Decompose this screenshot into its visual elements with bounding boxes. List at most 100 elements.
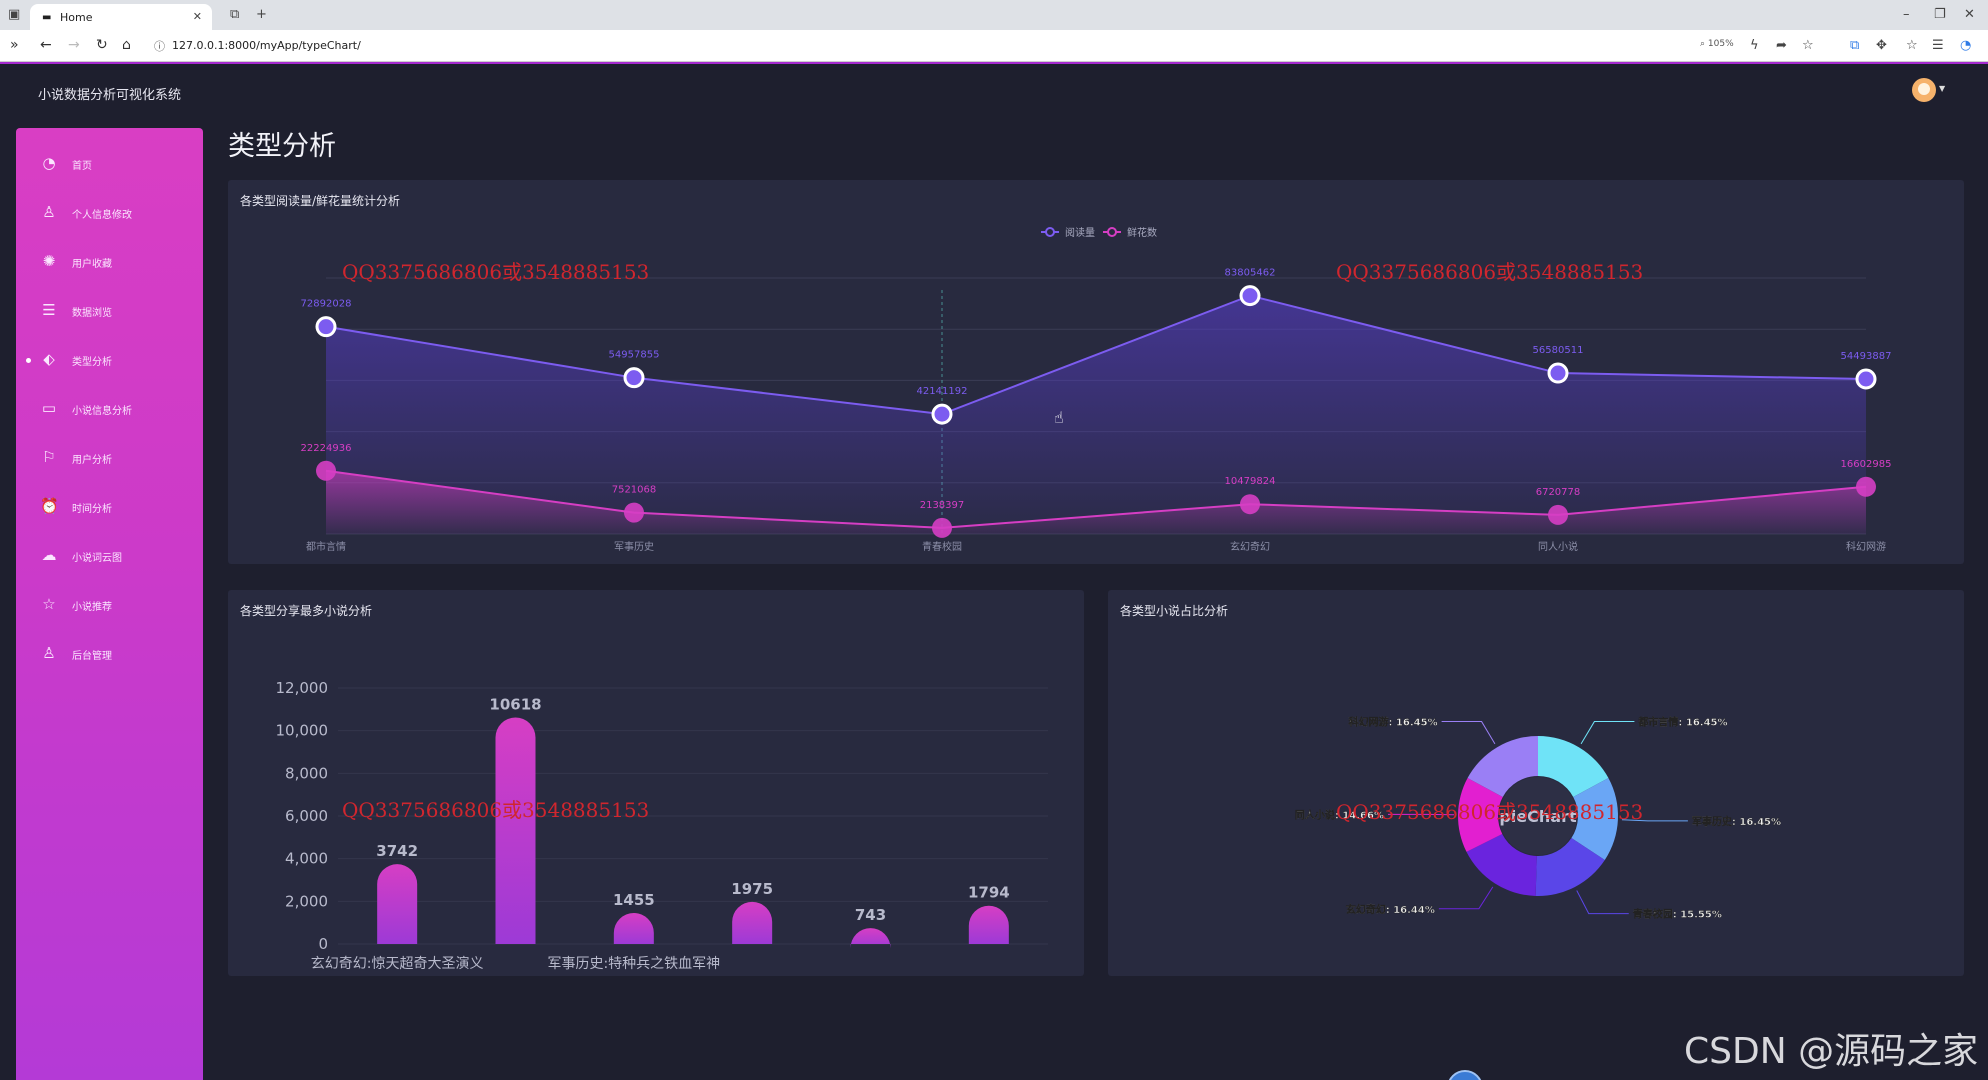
x-tick-label: 玄幻奇幻 bbox=[1230, 540, 1270, 553]
back-icon[interactable]: ← bbox=[40, 37, 52, 53]
tab-favicon-icon: ▬ bbox=[42, 12, 52, 23]
data-label: 54957855 bbox=[609, 350, 660, 361]
pie-label: 科幻网游: 16.45% bbox=[1348, 716, 1437, 729]
browser-tab[interactable]: ▬ Home ✕ bbox=[30, 4, 212, 30]
favorite-icon[interactable]: ☆ bbox=[1802, 38, 1814, 53]
data-point bbox=[1240, 494, 1260, 515]
new-tab-icon[interactable]: + bbox=[256, 7, 267, 22]
window-close-icon[interactable]: ✕ bbox=[1964, 7, 1975, 22]
series-line bbox=[325, 469, 1867, 529]
y-tick-label: 6,000 bbox=[285, 807, 328, 825]
data-point bbox=[932, 517, 952, 538]
zoom-indicator[interactable]: ⌕ 105% bbox=[1700, 39, 1734, 49]
hand-cursor-icon: ☝ bbox=[1054, 408, 1064, 427]
x-tick-label: 科幻网游 bbox=[1846, 540, 1886, 553]
sidebar-item-favorites[interactable]: ✺ 用户收藏 bbox=[16, 242, 203, 282]
sidebar-item-profile[interactable]: ♙ 个人信息修改 bbox=[16, 193, 203, 233]
sidebar-item-home[interactable]: ◔ 首页 bbox=[16, 144, 203, 184]
bar bbox=[968, 905, 1009, 944]
sidebar-item-recommend[interactable]: ☆ 小说推荐 bbox=[16, 585, 203, 625]
home-icon[interactable]: ⌂ bbox=[122, 37, 131, 53]
y-tick-label: 8,000 bbox=[285, 764, 328, 782]
app-title: 小说数据分析可视化系统 bbox=[38, 88, 182, 103]
sidebar-item-label: 数据浏览 bbox=[72, 308, 112, 319]
pie-slice bbox=[1467, 736, 1538, 798]
tab-actions-icon[interactable]: ⧉ bbox=[230, 7, 240, 22]
data-point bbox=[1855, 368, 1877, 390]
data-point bbox=[931, 403, 953, 425]
watermark-text: QQ3375686806或3548885153 bbox=[1336, 260, 1644, 284]
sidebar-item-browse[interactable]: ☰ 数据浏览 bbox=[16, 291, 203, 331]
data-label: 42141192 bbox=[917, 386, 968, 397]
csdn-watermark: CSDN @源码之家 bbox=[1684, 1031, 1979, 1072]
data-label: 72892028 bbox=[301, 299, 352, 310]
url-field[interactable]: ⓘ 127.0.0.1:8000/myApp/typeChart/ bbox=[150, 35, 1690, 57]
pie-label: 玄幻奇幻: 16.44% bbox=[1346, 903, 1435, 916]
pie-slice bbox=[1458, 778, 1503, 852]
bar-value-label: 1455 bbox=[613, 891, 655, 909]
legend-marker bbox=[1107, 227, 1117, 237]
reload-icon[interactable]: ↻ bbox=[96, 37, 108, 53]
y-tick-label: 2,000 bbox=[285, 892, 328, 910]
sidebar-item-user-analysis[interactable]: ⚐ 用户分析 bbox=[16, 438, 203, 478]
profile-icon[interactable]: ◔ bbox=[1960, 38, 1972, 53]
x-tick-label: 军事历史:特种兵之铁血军神 bbox=[547, 956, 720, 972]
y-tick-label: 0 bbox=[318, 935, 328, 953]
y-tick-label: 10,000 bbox=[276, 722, 329, 740]
data-label: 2138397 bbox=[920, 500, 965, 511]
floating-button[interactable] bbox=[1447, 1070, 1483, 1080]
bar bbox=[850, 928, 891, 949]
data-point bbox=[315, 316, 337, 338]
sidebar-item-label: 个人信息修改 bbox=[72, 210, 132, 221]
chevron-down-icon[interactable]: ▼ bbox=[1939, 84, 1946, 93]
sidebar-item-novel-analysis[interactable]: ▭ 小说信息分析 bbox=[16, 389, 203, 429]
data-label: 83805462 bbox=[1225, 268, 1276, 279]
pie-label-line bbox=[1438, 886, 1494, 910]
pie-label-line bbox=[1580, 721, 1635, 745]
data-label: 56580511 bbox=[1533, 345, 1584, 356]
address-bar: » ← → ↻ ⌂ ⓘ 127.0.0.1:8000/myApp/typeCha… bbox=[0, 30, 1988, 62]
site-info-icon[interactable]: ⓘ bbox=[154, 40, 165, 53]
data-label: 22224936 bbox=[301, 443, 352, 454]
share-icon[interactable]: ➦ bbox=[1776, 38, 1787, 53]
line-chart: 都市言情 军事历史 青春校园 玄幻奇幻 同人小说 科幻网游 72892028 54957855… bbox=[301, 226, 1892, 553]
sidebar-item-wordcloud[interactable]: ☁ 小说词云图 bbox=[16, 536, 203, 576]
sidebar-item-admin[interactable]: ♙ 后台管理 bbox=[16, 634, 203, 674]
watermark-text: QQ3375686806或3548885153 bbox=[342, 798, 650, 822]
sidebar-item-type-analysis[interactable]: ⬖ 类型分析 bbox=[16, 340, 203, 380]
restore-icon[interactable]: ❐ bbox=[1934, 7, 1946, 22]
watermark-text: QQ3375686806或3548885153 bbox=[342, 260, 650, 284]
pie-slice bbox=[1535, 838, 1605, 896]
tag-icon: ⬖ bbox=[43, 350, 55, 368]
pie-center-title: pieChart bbox=[1499, 807, 1577, 826]
x-tick-label: 同人小说 bbox=[1538, 540, 1578, 553]
forward-icon[interactable]: → bbox=[68, 37, 80, 53]
bar bbox=[732, 901, 773, 944]
bolt-icon[interactable]: ϟ bbox=[1750, 38, 1759, 53]
sidebar-item-label: 小说信息分析 bbox=[72, 406, 132, 417]
minimize-icon[interactable]: – bbox=[1903, 7, 1910, 22]
sidebar-item-time-analysis[interactable]: ⏰ 时间分析 bbox=[16, 487, 203, 527]
menu-icon[interactable]: ☰ bbox=[1932, 38, 1944, 53]
sidebar-item-label: 用户分析 bbox=[72, 455, 112, 466]
sidebar-item-label: 小说词云图 bbox=[72, 553, 122, 564]
sidebar-toggle-icon[interactable]: ▣ bbox=[8, 7, 21, 22]
x-tick-label: 都市言情 bbox=[306, 540, 346, 553]
sidebar-item-label: 类型分析 bbox=[72, 357, 112, 368]
translate-icon[interactable]: ⧉ bbox=[1850, 38, 1860, 53]
double-chevron-icon[interactable]: » bbox=[10, 37, 19, 53]
sidebar: ◔ 首页 ♙ 个人信息修改 ✺ 用户收藏 ☰ 数据浏览 ⬖ 类型分析 ▭ 小说信… bbox=[16, 128, 203, 1080]
page-title: 类型分析 bbox=[228, 131, 336, 162]
bar-value-label: 10618 bbox=[489, 695, 541, 713]
sidebar-item-label: 首页 bbox=[72, 161, 92, 172]
data-point bbox=[1239, 285, 1261, 307]
avatar[interactable] bbox=[1912, 78, 1936, 102]
favorites-bar-icon[interactable]: ☆ bbox=[1906, 38, 1918, 53]
x-tick-label: 军事历史 bbox=[614, 540, 654, 553]
extensions-icon[interactable]: ✥ bbox=[1876, 38, 1887, 53]
atom-icon: ✺ bbox=[42, 252, 56, 270]
close-icon[interactable]: ✕ bbox=[192, 10, 202, 23]
y-tick-label: 12,000 bbox=[276, 679, 329, 697]
series-area bbox=[326, 470, 1866, 534]
star-icon: ☆ bbox=[42, 595, 56, 613]
